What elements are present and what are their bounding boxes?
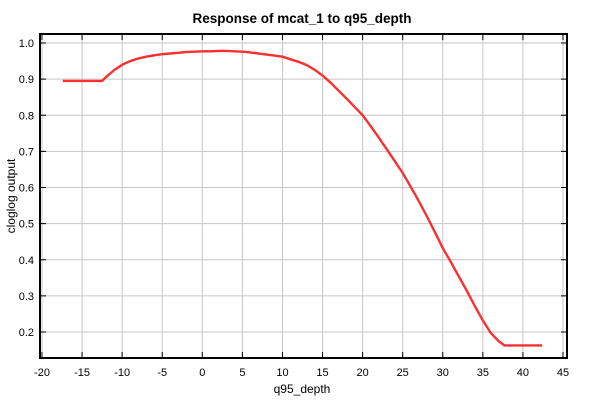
x-tick-label: 35 (477, 367, 489, 379)
x-tick-label: 20 (356, 367, 368, 379)
x-tick-label: 10 (276, 367, 288, 379)
x-tick-label: -15 (74, 367, 90, 379)
y-tick-label: 0.4 (19, 255, 34, 267)
response-curve (62, 49, 543, 347)
y-tick-label: 0.8 (19, 110, 34, 122)
x-tick-label: -5 (157, 367, 167, 379)
x-tick-label: -10 (114, 367, 130, 379)
y-tick-label: 1.0 (19, 38, 34, 50)
y-tick-label: 0.9 (19, 74, 34, 86)
x-tick-label: 25 (397, 367, 409, 379)
x-tick-label: 0 (199, 367, 205, 379)
x-tick-label: -20 (34, 367, 50, 379)
x-tick-label: 15 (316, 367, 328, 379)
y-tick-label: 0.2 (19, 327, 34, 339)
y-tick-label: 0.3 (19, 291, 34, 303)
y-tick-label: 0.6 (19, 183, 34, 195)
x-tick-label: 40 (517, 367, 529, 379)
chart-title: Response of mcat_1 to q95_depth (192, 11, 412, 26)
y-tick-label: 0.5 (19, 219, 34, 231)
x-tick-label: 30 (437, 367, 449, 379)
x-tick-label: 45 (557, 367, 569, 379)
y-axis-title: cloglog output (4, 158, 18, 234)
y-tick-label: 0.7 (19, 146, 34, 158)
plot-frame (39, 33, 568, 359)
x-tick-label: 5 (239, 367, 245, 379)
x-axis-title: q95_depth (273, 382, 331, 396)
